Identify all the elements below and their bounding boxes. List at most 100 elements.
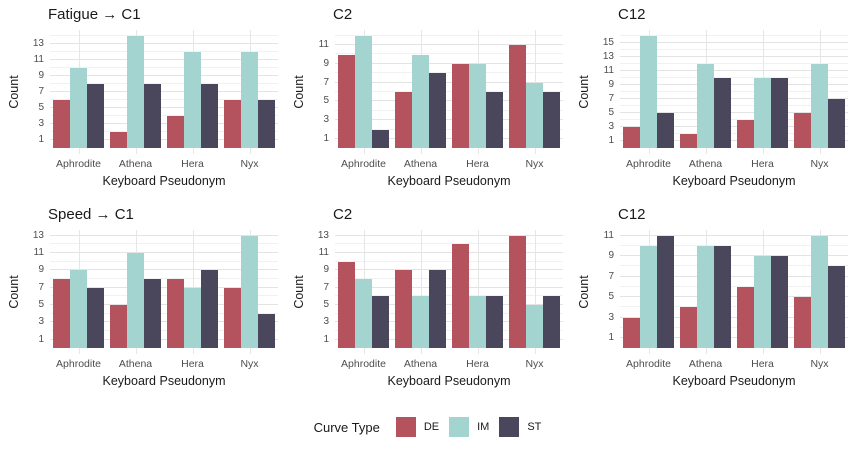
- gridline-minor: [335, 278, 563, 279]
- y-tick-label: 11: [318, 39, 329, 50]
- subplot-speed-c1: Speed → C1 Count 1 3 5 7 9 11 13 Aphrodite Athena H…: [0, 200, 285, 403]
- y-tick-label: 5: [608, 291, 614, 303]
- gridline-minor: [50, 295, 278, 297]
- x-tick-label: Athena: [688, 158, 723, 170]
- gridline-major: [335, 81, 563, 83]
- gridline-minor: [620, 285, 848, 287]
- bar-im-nyx: [241, 235, 258, 349]
- bar-st-nyx: [543, 92, 560, 149]
- bar-de-nyx: [509, 45, 526, 149]
- x-tick-label: Hera: [751, 158, 774, 170]
- y-tick-label: 13: [317, 229, 329, 241]
- bar-st-athena: [714, 245, 731, 349]
- gridline-major: [335, 338, 563, 340]
- bar-im-aphrodite: [70, 270, 87, 349]
- y-tick-label: 9: [323, 264, 329, 276]
- gridline-minor: [50, 131, 278, 133]
- bar-de-aphrodite: [53, 279, 70, 349]
- x-tick-label: Hera: [466, 358, 489, 370]
- gridline-major: [620, 98, 848, 99]
- bar-de-athena: [110, 305, 127, 349]
- plot-title: Fatigue → C1: [48, 6, 141, 23]
- x-tick-label: Hera: [181, 358, 204, 370]
- bar-im-athena: [412, 296, 429, 349]
- y-tick-label: 11: [33, 53, 44, 65]
- bar-de-athena: [680, 307, 697, 349]
- x-tick-label: Hera: [466, 158, 489, 170]
- legend: Curve Type DE IM ST: [0, 403, 855, 451]
- bar-de-aphrodite: [623, 127, 640, 149]
- subplot-fatigue-c2: C2 Count 1 3 5 7 9 11 Aphrodite Athena Hera Nyx Keyb…: [285, 0, 570, 200]
- gridline-minor: [335, 72, 563, 74]
- legend-entry-label: IM: [477, 421, 490, 433]
- gridline-minor: [335, 128, 563, 130]
- subplot-speed-c12: C12 Count 1 3 5 7 9 11 Aphrodite Athena Hera Nyx Key…: [570, 200, 855, 403]
- bar-de-hera: [167, 279, 184, 349]
- gridline-major: [335, 100, 563, 102]
- plot-panel: [50, 30, 278, 154]
- bar-de-athena: [395, 92, 412, 149]
- x-axis-title: Keyboard Pseudonym: [102, 174, 226, 188]
- gridline-minor: [335, 312, 563, 314]
- bar-de-nyx: [794, 297, 811, 349]
- bar-de-hera: [452, 244, 469, 349]
- plot-panel: [620, 30, 848, 154]
- legend-entry-label: DE: [423, 421, 440, 433]
- bar-im-athena: [127, 253, 144, 349]
- plot-panel: [620, 230, 848, 354]
- bar-de-athena: [680, 134, 697, 149]
- y-tick-label: 13: [32, 229, 44, 241]
- bar-de-aphrodite: [338, 54, 355, 149]
- gridline-major: [50, 123, 278, 125]
- x-tick-label: Athena: [403, 158, 438, 170]
- y-tick-label: 11: [318, 247, 329, 258]
- bar-st-hera: [201, 270, 218, 349]
- gridline-major: [620, 84, 848, 85]
- plot-title: C2: [333, 206, 353, 223]
- x-tick-label: Athena: [118, 158, 153, 170]
- gridline-minor: [620, 76, 848, 78]
- plot-panel: [335, 230, 563, 354]
- gridline-minor: [335, 295, 563, 297]
- gridline-major: [620, 337, 848, 339]
- legend-title: Curve Type: [313, 419, 380, 435]
- bar-im-aphrodite: [355, 35, 372, 149]
- gridline-major: [335, 252, 563, 253]
- bar-im-aphrodite: [355, 279, 372, 349]
- bar-im-nyx: [811, 63, 828, 149]
- gridline-minor: [50, 82, 278, 84]
- bar-de-hera: [452, 63, 469, 149]
- gridline-minor: [335, 243, 563, 245]
- bar-im-aphrodite: [640, 35, 657, 149]
- x-tick-label: Aphrodite: [341, 358, 386, 370]
- y-tick-label: 13: [602, 50, 614, 62]
- y-tick-label: 9: [38, 69, 44, 81]
- bar-im-nyx: [241, 51, 258, 149]
- gridline-minor: [620, 244, 848, 246]
- subplot-fatigue-c12: C12 Count 1 3 5 7 9 11 13 15 Aphrodite Athena Hera Ny…: [570, 0, 855, 200]
- legend-swatch-DE: [395, 417, 416, 437]
- bar-im-hera: [754, 256, 771, 349]
- y-tick-label: 7: [323, 281, 329, 293]
- y-tick-label: 3: [608, 121, 614, 133]
- gridline-minor: [335, 109, 563, 111]
- y-tick-label: 7: [323, 76, 329, 88]
- legend-entry-label: ST: [527, 421, 542, 433]
- gridline-minor: [50, 34, 278, 36]
- legend-entries: DE IM ST: [386, 417, 542, 437]
- bar-de-athena: [110, 132, 127, 149]
- y-tick-label: 7: [608, 93, 614, 104]
- plot-title: Speed → C1: [48, 206, 134, 223]
- x-tick-label: Aphrodite: [341, 158, 386, 170]
- y-tick-label: 3: [608, 311, 614, 323]
- bar-de-nyx: [224, 287, 241, 349]
- bar-st-athena: [429, 270, 446, 349]
- y-tick-label: 7: [38, 86, 44, 97]
- bar-de-nyx: [224, 100, 241, 149]
- bar-st-hera: [771, 256, 788, 349]
- subplot-speed-c2: C2 Count 1 3 5 7 9 11 13 Aphrodite Athena Hera Nyx Ke…: [285, 200, 570, 403]
- x-tick-label: Aphrodite: [56, 358, 101, 370]
- plot-title: C12: [618, 6, 646, 23]
- x-tick-label: Nyx: [240, 158, 259, 170]
- gridline-major: [335, 234, 563, 236]
